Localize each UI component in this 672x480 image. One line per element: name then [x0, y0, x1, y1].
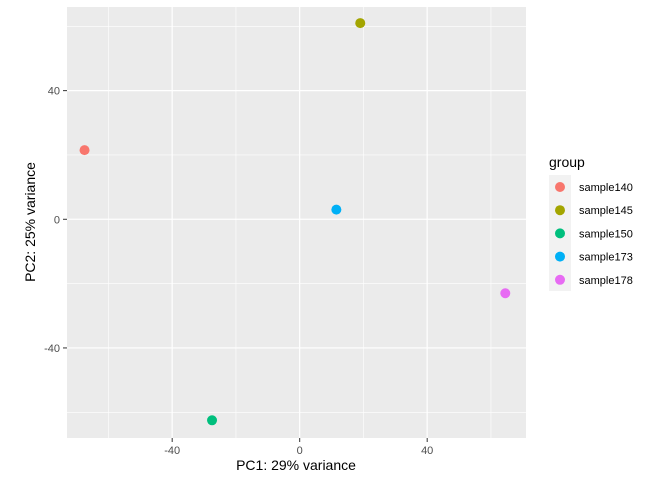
legend: group sample140 sample145 sample150 sample1… [549, 154, 633, 291]
x-tick-label: 0 [297, 445, 303, 457]
x-tick-label: -40 [164, 445, 180, 457]
legend-label-sample145: sample145 [579, 205, 633, 217]
data-points [79, 18, 511, 426]
legend-key-sample178 [555, 274, 565, 285]
grid-lines [67, 7, 526, 438]
legend-label-sample150: sample150 [579, 228, 633, 240]
data-point-sample145 [355, 18, 366, 29]
legend-title: group [549, 154, 585, 170]
data-point-sample178 [500, 288, 511, 299]
legend-key-sample145 [555, 205, 565, 216]
legend-label-sample178: sample178 [579, 275, 633, 287]
legend-label-sample173: sample173 [579, 252, 633, 264]
legend-key-sample140 [555, 182, 565, 192]
x-axis-title: PC1: 29% variance [236, 457, 356, 473]
data-point-sample150 [207, 415, 218, 426]
data-point-sample173 [331, 204, 342, 215]
y-tick-label: 0 [54, 214, 60, 226]
axes: -40 0 40 -40 0 40 [44, 86, 433, 457]
y-tick-label: -40 [44, 343, 60, 355]
legend-key-sample173 [555, 251, 565, 262]
y-axis-title: PC2: 25% variance [22, 162, 38, 282]
x-tick-label: 40 [421, 445, 433, 457]
data-point-sample140 [79, 145, 90, 156]
legend-label-sample140: sample140 [579, 182, 633, 194]
plot-panel [67, 7, 526, 438]
legend-key-sample150 [555, 228, 565, 239]
y-tick-label: 40 [48, 86, 60, 98]
